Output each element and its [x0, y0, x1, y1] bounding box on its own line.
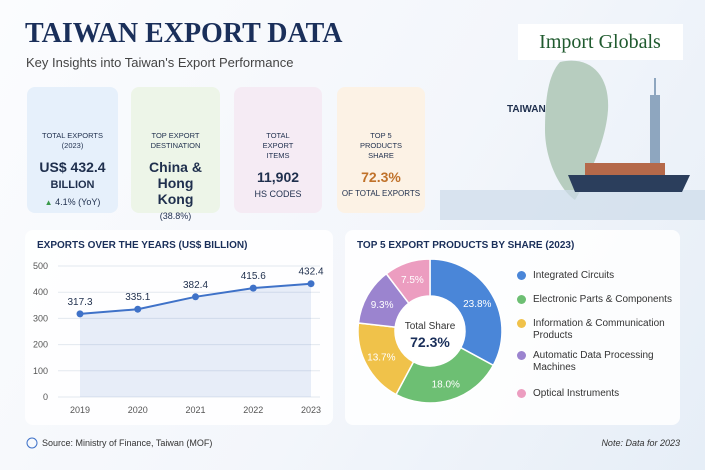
card-label: TOTAL EXPORTS (2023)	[42, 131, 103, 150]
data-label: 382.4	[183, 280, 208, 291]
legend-item: Information & Communication Products	[517, 318, 677, 342]
card-label: TOTAL EXPORT ITEMS	[262, 131, 294, 160]
data-label: 317.3	[67, 297, 92, 308]
card-note: HS CODES	[254, 189, 302, 199]
title: TAIWAN EXPORT DATA	[25, 18, 343, 49]
tower	[650, 95, 660, 185]
map-label: TAIWAN	[507, 104, 546, 115]
slice-label: 18.0%	[432, 380, 460, 391]
card-label: TOP 5 PRODUCTS SHARE	[359, 131, 403, 160]
y-tick-label: 500	[33, 261, 48, 271]
y-tick-label: 0	[43, 392, 48, 402]
containers	[585, 163, 665, 175]
legend-label: Information & Communication Products	[533, 318, 665, 341]
x-tick-label: 2020	[128, 405, 148, 415]
source: Source: Ministry of Finance, Taiwan (MOF…	[42, 438, 212, 448]
point	[249, 284, 257, 292]
subtitle: Key Insights into Taiwan's Export Perfor…	[26, 55, 293, 70]
note: Note: Data for 2023	[601, 438, 680, 448]
slice-label: 9.3%	[371, 300, 394, 311]
point	[192, 293, 199, 301]
point	[76, 310, 84, 318]
card-note: (38.8%)	[159, 211, 192, 221]
card-note: OF TOTAL EXPORTS	[341, 189, 421, 198]
legend-item: Automatic Data Processing Machines	[517, 350, 677, 374]
x-tick-label: 2021	[185, 405, 205, 415]
slice-label: 13.7%	[367, 353, 395, 364]
card: TOP 5 PRODUCTS SHARE 72.3% OF TOTAL EXPO…	[337, 87, 425, 213]
legend-swatch	[517, 389, 526, 398]
legend-swatch	[517, 295, 526, 304]
card-value: 72.3%	[361, 169, 401, 185]
card-label: TOP EXPORT DESTINATION	[150, 131, 201, 150]
data-label: 335.1	[125, 292, 150, 303]
y-tick-label: 400	[33, 287, 48, 297]
legend-swatch	[517, 271, 526, 280]
y-tick-label: 300	[33, 313, 48, 323]
legend-swatch	[517, 319, 526, 328]
center-value: 72.3%	[410, 334, 450, 350]
card: TOP EXPORT DESTINATION China & Hong Kong…	[131, 87, 220, 221]
card-unit: BILLION	[50, 179, 95, 191]
change-value: 4.1%	[55, 197, 76, 207]
sea	[440, 190, 705, 220]
slice	[429, 258, 503, 367]
slice	[385, 258, 431, 305]
pie-title: TOP 5 EXPORT PRODUCTS BY SHARE (2023)	[357, 240, 574, 251]
donut-center	[396, 297, 464, 365]
line-panel	[25, 230, 333, 425]
legend-item: Electronic Parts & Components	[517, 294, 677, 306]
y-tick-label: 100	[33, 366, 48, 376]
x-tick-label: 2019	[70, 405, 90, 415]
logo-box	[518, 24, 683, 60]
card-change: ▲ 4.1% (YoY)	[44, 197, 101, 207]
card-value: 11,902	[256, 169, 300, 185]
card-value: China & Hong Kong	[149, 159, 202, 207]
ship	[568, 175, 690, 192]
card: TOTAL EXPORTS (2023) US$ 432.4 BILLION ▲…	[27, 87, 118, 213]
slice-label: 7.5%	[401, 275, 424, 286]
y-tick-label: 200	[33, 340, 48, 350]
legend-label: Optical Instruments	[533, 388, 620, 399]
legend-item: Optical Instruments	[517, 388, 677, 400]
source-icon	[26, 437, 38, 449]
card-value: US$ 432.4	[39, 159, 106, 175]
slice-label: 23.8%	[463, 299, 491, 310]
legend-label: Electronic Parts & Components	[533, 294, 672, 305]
legend-label: Integrated Circuits	[533, 270, 615, 281]
data-label: 432.4	[298, 267, 323, 278]
x-tick-label: 2022	[243, 405, 263, 415]
x-tick-label: 2023	[301, 405, 321, 415]
legend-item: Integrated Circuits	[517, 270, 677, 282]
point	[134, 305, 142, 313]
logo: Import Globals	[539, 31, 661, 53]
card: TOTAL EXPORT ITEMS 11,902 HS CODES	[234, 87, 322, 213]
legend-swatch	[517, 351, 526, 360]
legend-label: Automatic Data Processing Machines	[533, 350, 654, 373]
data-label: 415.6	[241, 271, 266, 282]
line-title: EXPORTS OVER THE YEARS (US$ BILLION)	[37, 240, 247, 251]
change-note: (YoY)	[78, 197, 101, 207]
point	[307, 280, 315, 288]
center-label: Total Share	[405, 321, 456, 332]
